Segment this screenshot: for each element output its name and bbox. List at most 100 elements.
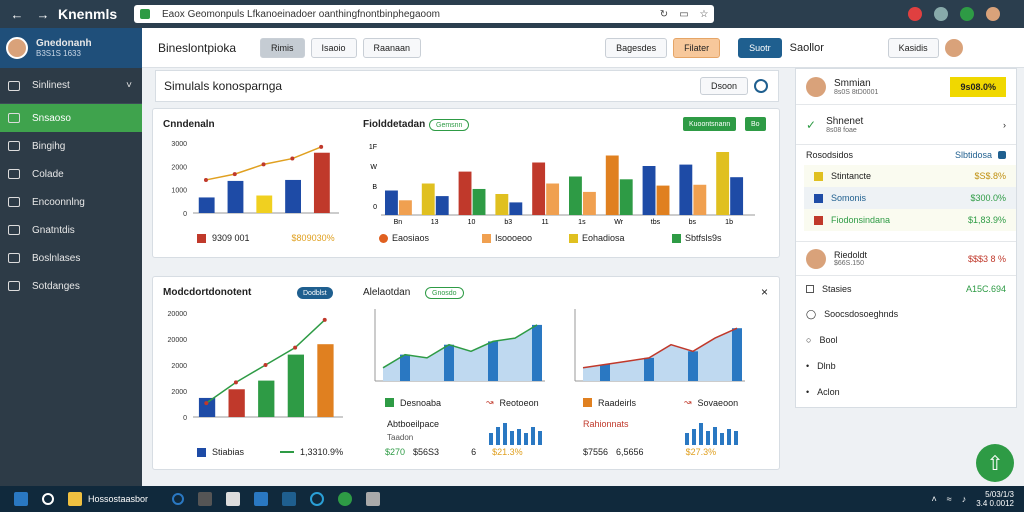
sidebar-item-5[interactable]: Gnatntdis (0, 216, 142, 244)
sort-button[interactable]: Isaoio (310, 37, 357, 58)
clock-time[interactable]: 5/03/1/3 (985, 490, 1014, 499)
settings-button[interactable]: Kasidis (887, 37, 939, 58)
sidebar-item-7[interactable]: Sotdanges (0, 272, 142, 300)
list-label: Aclon (817, 387, 840, 397)
bar (198, 197, 215, 213)
wifi-icon[interactable]: ≈ (946, 494, 952, 504)
notification-icon[interactable] (908, 7, 922, 21)
folder-icon[interactable] (68, 492, 82, 506)
forward-icon[interactable]: → (36, 6, 50, 22)
list-item[interactable]: Stintancte $S$.8% (804, 165, 1016, 187)
list-item[interactable]: • Dlnb (796, 353, 1016, 379)
address-text[interactable]: Eaox Geomonpuls Lfkanoeinadoer oanthingf… (162, 8, 440, 20)
item-row[interactable]: ✓ Shnenet 8s08 foae › (796, 105, 1016, 145)
chevron-up-icon[interactable]: ˄ (931, 494, 937, 504)
sidebar-item-4[interactable]: Encoonnlng (0, 188, 142, 216)
clock-date[interactable]: 3.4 0.0012 (976, 499, 1014, 508)
chevron-down-icon[interactable]: ˅ (126, 80, 132, 91)
sidebar-item-0[interactable]: Sinlinest ˅ (0, 68, 142, 104)
chart-legend: Raadeirls ↝ Sovaeoon (583, 397, 738, 408)
filter-button[interactable]: Rimis (260, 37, 305, 58)
volume-icon[interactable]: ♪ (961, 494, 967, 504)
section-title: Rosodsidos (806, 150, 854, 160)
status-badge: Gemsnn (429, 119, 470, 131)
green-button[interactable]: Kuoontsnann (683, 117, 737, 131)
multi-bar-chart: 1F W B 0 Bn 13 10 b3 11 1s Wr tbs bs 1b (369, 144, 755, 226)
pages-button[interactable]: Bagesdes (605, 37, 668, 58)
taskbar-search-label[interactable]: Hossostaasbor (88, 494, 149, 504)
top-bar: Bineslontpioka Rimis Isaoio Raanaan Bage… (142, 28, 1024, 68)
x-tick-label: Bn (394, 219, 403, 226)
legend-label: 9309 001 (212, 233, 250, 243)
profile-row[interactable]: Smmian 8s0S 8tD0001 9s08.0% (796, 69, 1016, 105)
simulation-button[interactable]: Dsoon (699, 77, 748, 95)
sidebar-item-3[interactable]: Colade (0, 160, 142, 188)
upload-button[interactable]: ⇧ (976, 444, 1014, 482)
bar (258, 380, 275, 417)
avatar[interactable] (6, 37, 28, 59)
list-item[interactable]: Stasies A15C.694 (796, 275, 1016, 301)
info-icon[interactable] (998, 151, 1006, 159)
value-badge[interactable]: 9s08.0% (950, 76, 1006, 97)
browser-icon[interactable] (310, 492, 324, 506)
list-label: Bool (819, 335, 838, 345)
sidebar-item-label: Sinlinest (32, 80, 70, 91)
filter-dropdown[interactable]: Filater (673, 37, 721, 58)
play-icon[interactable] (960, 7, 974, 21)
bar (472, 188, 486, 215)
list-item[interactable]: ○ Bool (796, 327, 1016, 353)
lock-icon (140, 9, 150, 19)
check-icon: ✓ (806, 117, 817, 132)
legend-label: Isoooeoo (495, 233, 533, 243)
section-link[interactable]: Slbtidosa (954, 150, 992, 160)
search-icon[interactable] (42, 493, 54, 505)
list-item[interactable]: ◯ Soocsdosoeghnds (796, 301, 1016, 327)
close-icon[interactable]: × (761, 285, 769, 299)
browser-brand: Knenmls (58, 6, 118, 22)
bar-line-chart: 0 2000 2000 20000 20000 (168, 311, 343, 422)
small-button[interactable]: Bo (745, 117, 766, 131)
app-icon[interactable] (198, 492, 212, 506)
address-bar[interactable]: Eaox Geomonpuls Lfkanoeinadoer oanthingf… (134, 5, 714, 23)
stats-row: $7556 6,5656 $27.3% (583, 447, 716, 457)
refresh-icon[interactable] (338, 492, 352, 506)
list-item[interactable]: Fiodonsindana $1,83.9% (804, 209, 1016, 231)
reload-icon[interactable]: ↻ (659, 8, 669, 20)
x-tick-label: bs (689, 219, 697, 226)
area-fill (583, 328, 737, 381)
sidebar-item-2[interactable]: Bingihg (0, 132, 142, 160)
x-tick-label: 10 (468, 219, 476, 226)
app-icon[interactable] (366, 492, 380, 506)
star-icon[interactable]: ☆ (699, 8, 709, 20)
list-item[interactable]: • Aclon (796, 379, 1016, 405)
line-point (232, 172, 237, 177)
calendar-icon[interactable] (226, 492, 240, 506)
user-button[interactable]: Suotr (738, 37, 782, 58)
home-icon (8, 113, 20, 123)
chevron-right-icon[interactable]: › (1003, 119, 1006, 130)
legend-swatch (583, 398, 592, 407)
circle-icon[interactable] (172, 493, 184, 505)
profile-avatar[interactable] (986, 7, 1000, 21)
chart-legend: 9309 001 $809030% (197, 233, 335, 243)
sidebar-item-1[interactable]: Snsaoso (0, 104, 142, 132)
avatar[interactable] (944, 38, 963, 57)
puzzle-icon[interactable] (934, 7, 948, 21)
list-label: Dlnb (817, 361, 836, 371)
simulation-title: Simulals konosparnga (164, 79, 283, 93)
y-tick-label: 2000 (171, 164, 187, 171)
list-item[interactable]: Somonis $300.0% (804, 187, 1016, 209)
sidebar-item-6[interactable]: Boslnlases (0, 244, 142, 272)
terminal-icon[interactable] (282, 492, 296, 506)
list-label: Stintancte (831, 171, 872, 181)
bar (317, 344, 334, 417)
info-icon[interactable] (754, 79, 768, 93)
bullet-icon: • (806, 387, 810, 397)
edit-button[interactable]: Raanaan (362, 37, 422, 58)
tab-icon[interactable]: ▭ (679, 8, 689, 20)
profile-row[interactable]: Riedoldt $66S.150 $$$3 8 % (796, 241, 1016, 275)
line-point (204, 401, 209, 406)
window-icon[interactable] (254, 492, 268, 506)
start-icon[interactable] (14, 492, 28, 506)
back-icon[interactable]: ← (10, 6, 24, 22)
